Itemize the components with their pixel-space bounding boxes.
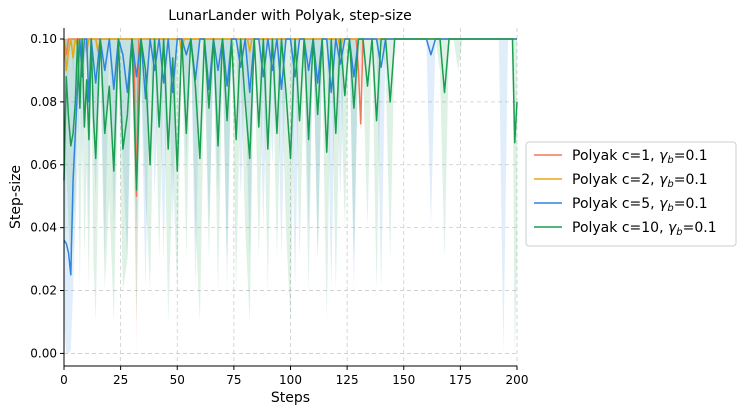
x-tick-label: 175 xyxy=(449,373,472,387)
x-tick-label: 150 xyxy=(392,373,415,387)
legend: Polyak c=1, γb=0.1 Polyak c=2, γb=0.1 Poly… xyxy=(525,141,737,247)
x-axis-label: Steps xyxy=(271,390,310,406)
legend-entry-1: Polyak c=1, γb=0.1 xyxy=(572,148,708,166)
y-tick-label: 0.04 xyxy=(30,221,57,235)
chart-title: LunarLander with Polyak, step-size xyxy=(168,8,412,24)
y-tick-label: 0.02 xyxy=(30,284,57,298)
x-tick-label: 50 xyxy=(170,373,185,387)
series-line-4 xyxy=(63,38,518,191)
y-axis-label: Step-size xyxy=(8,165,24,229)
series-lines xyxy=(63,38,518,276)
legend-entry-4: Polyak c=10, γb=0.1 xyxy=(572,220,717,238)
series-band-4 xyxy=(64,39,517,354)
x-tick-label: 25 xyxy=(113,373,128,387)
x-tick-label: 0 xyxy=(60,373,68,387)
x-tick-label: 100 xyxy=(279,373,302,387)
x-tick-label: 75 xyxy=(226,373,241,387)
x-tick-label: 200 xyxy=(506,373,529,387)
series-bands xyxy=(64,39,517,354)
y-axis-ticks: 0.00 0.02 0.04 0.06 0.08 0.10 xyxy=(30,32,64,360)
y-tick-label: 0.06 xyxy=(30,158,57,172)
x-axis-ticks: 0 25 50 75 100 125 150 175 200 xyxy=(60,366,528,387)
legend-box xyxy=(525,141,737,247)
legend-entry-2: Polyak c=2, γb=0.1 xyxy=(572,172,708,190)
series-band-3 xyxy=(64,39,517,354)
y-tick-label: 0.10 xyxy=(30,32,57,46)
x-tick-label: 125 xyxy=(336,373,359,387)
y-tick-label: 0.00 xyxy=(30,346,57,360)
y-tick-label: 0.08 xyxy=(30,95,57,109)
legend-entry-3: Polyak c=5, γb=0.1 xyxy=(572,196,708,214)
